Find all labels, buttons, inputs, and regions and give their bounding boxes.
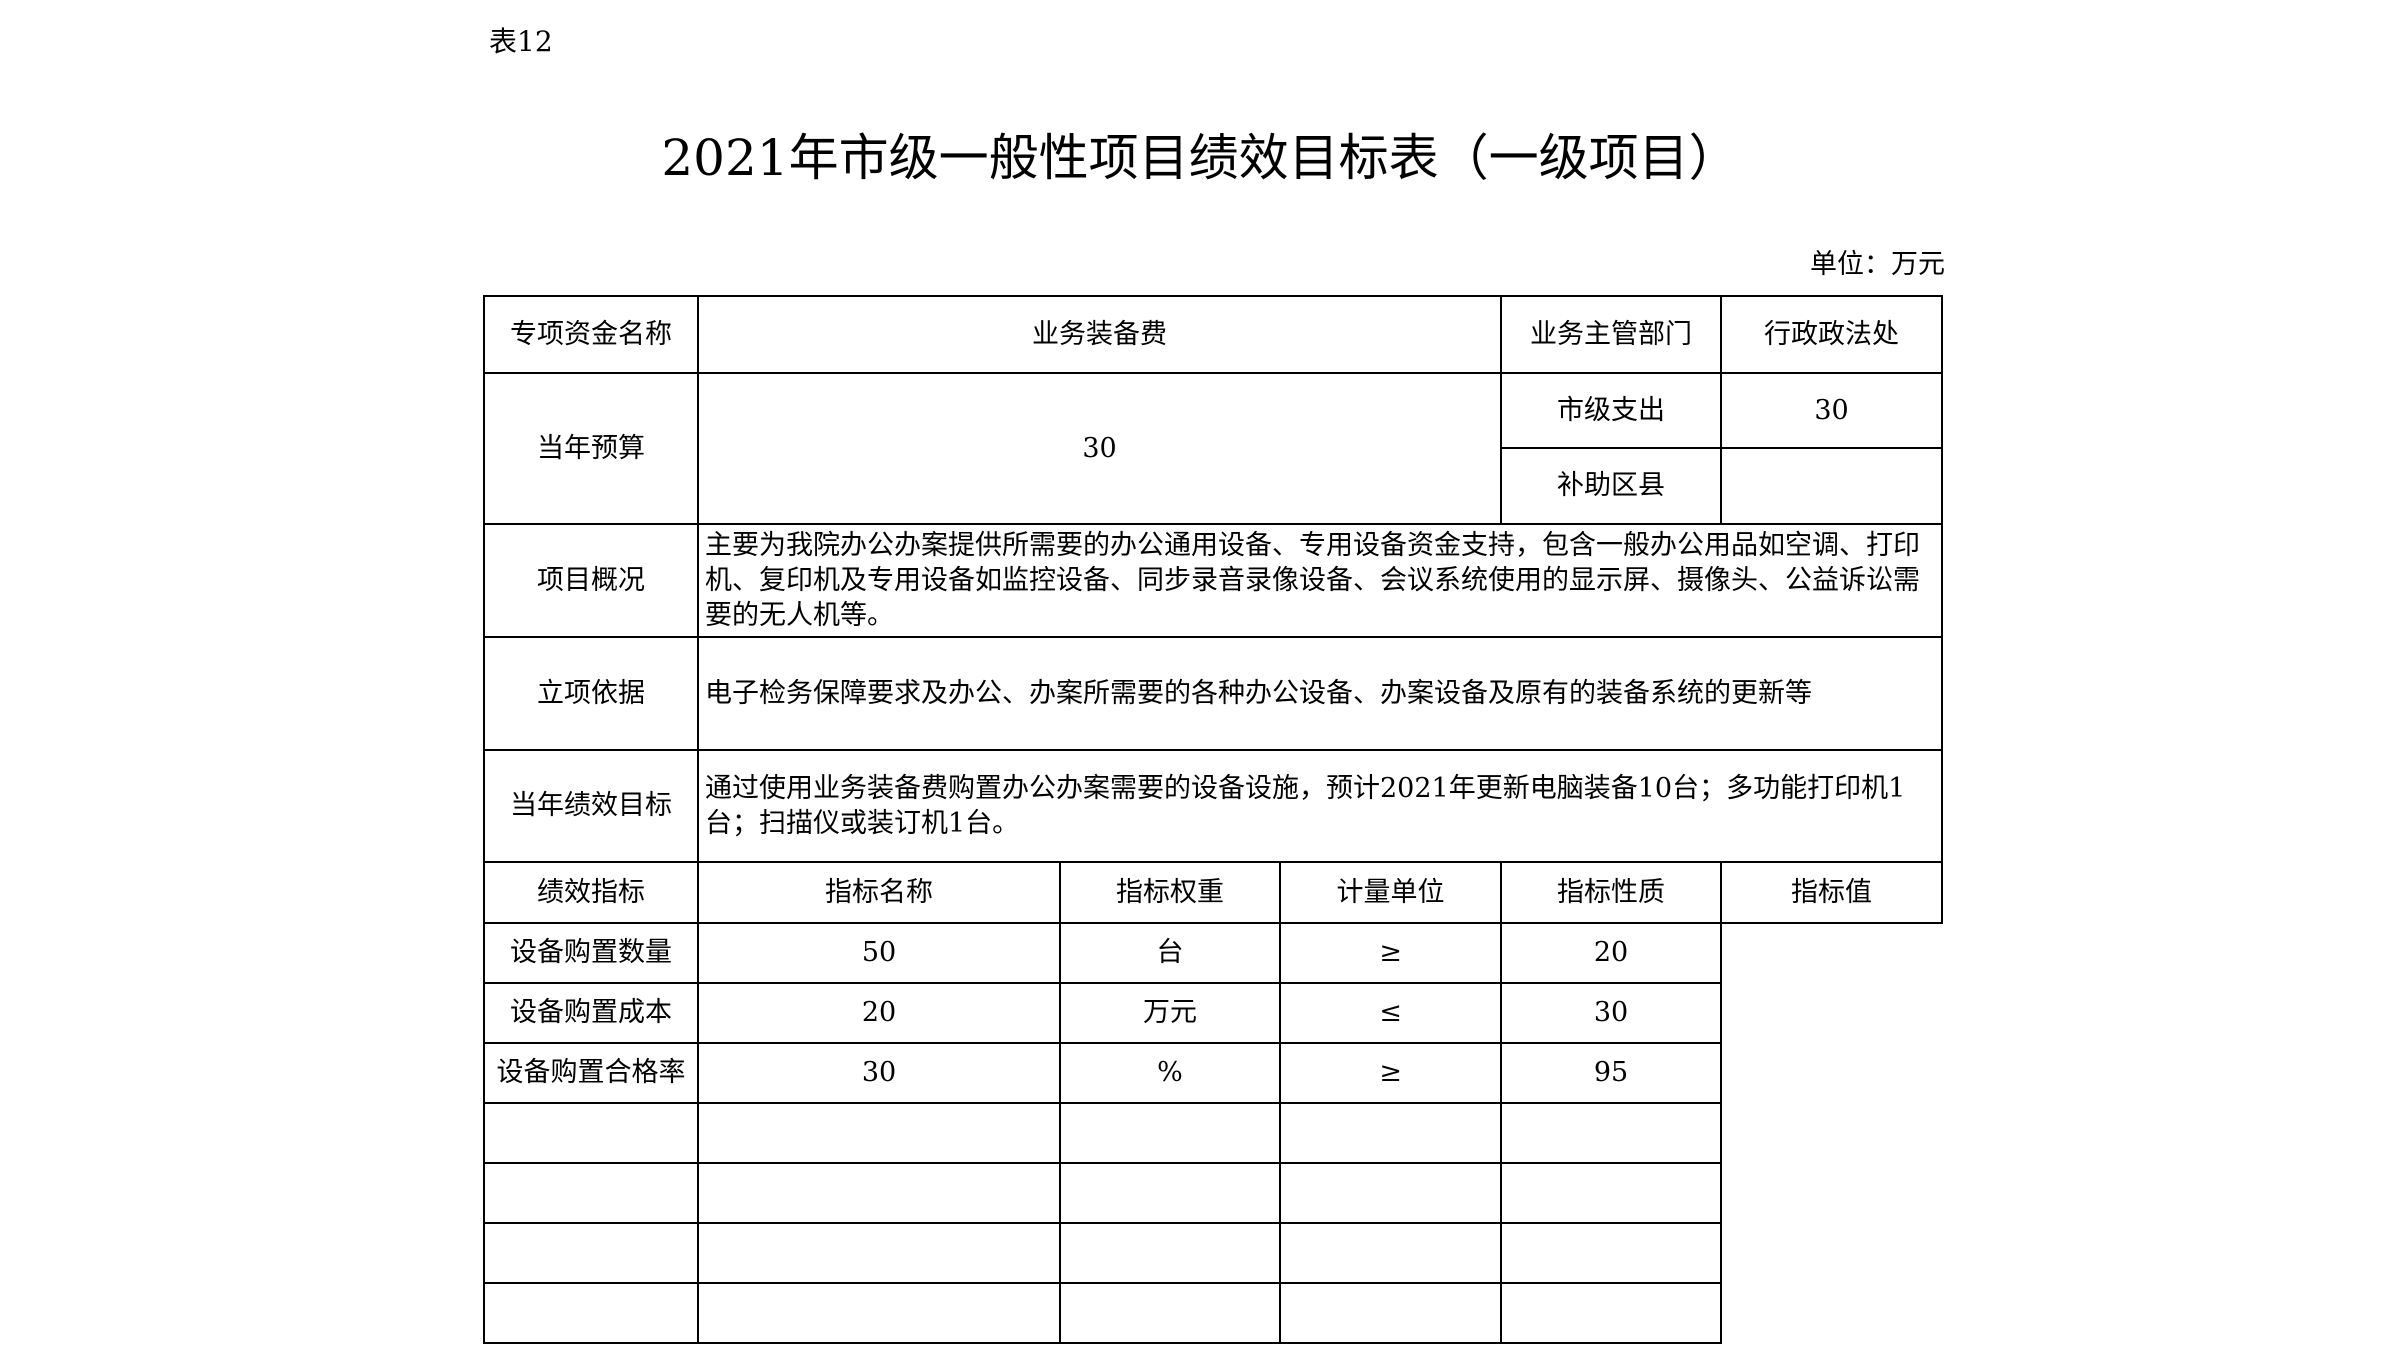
indicator-name (483, 1162, 699, 1224)
indicators-label: 绩效指标 (483, 861, 699, 924)
subsidy-row: 补助区县 (484, 447, 1943, 525)
budget-row: 当年预算 30 市级支出 30 (483, 372, 1943, 525)
district-subsidy (1720, 447, 1943, 525)
unit-label: 单位：万元 (1810, 249, 1945, 280)
header-value: 指标值 (1720, 861, 1943, 924)
indicator-row: 设备购置数量 50 台 ≥20 (483, 922, 1942, 984)
indicator-weight: 30 (697, 1042, 1061, 1104)
budget-value: 30 (697, 372, 1502, 525)
basis-label: 立项依据 (483, 636, 699, 751)
indicator-unit: 万元 (1059, 982, 1281, 1044)
indicator-name (483, 1102, 699, 1164)
indicator-nature: ≤ (1279, 982, 1502, 1044)
indicator-name (483, 1222, 699, 1284)
basis-row: 立项依据 电子检务保障要求及办公、办案所需要的各种办公设备、办案设备及原有的装备… (483, 636, 1943, 751)
fund-name-label: 专项资金名称 (483, 295, 699, 374)
indicator-weight: 20 (697, 982, 1061, 1044)
indicator-nature: ≥ (1279, 922, 1502, 984)
header-unit: 计量单位 (1279, 861, 1502, 924)
indicator-name: 设备购置数量 (483, 922, 699, 984)
basis-text: 电子检务保障要求及办公、办案所需要的各种办公设备、办案设备及原有的装备系统的更新… (697, 636, 1943, 751)
indicator-unit (1059, 1222, 1281, 1284)
indicator-name: 设备购置合格率 (483, 1042, 699, 1104)
budget-label: 当年预算 (483, 372, 699, 525)
indicator-row (483, 1102, 1942, 1164)
dept-label: 业务主管部门 (1500, 295, 1722, 374)
indicator-unit: % (1059, 1042, 1281, 1104)
indicator-weight (697, 1102, 1061, 1164)
indicator-nature (1279, 1162, 1502, 1224)
goal-row: 当年绩效目标 通过使用业务装备费购置办公办案需要的设备设施，预计2021年更新电… (483, 749, 1943, 863)
indicator-value (1500, 1282, 1722, 1344)
indicator-value (1500, 1162, 1722, 1224)
indicator-unit (1059, 1102, 1281, 1164)
indicator-name (483, 1282, 699, 1344)
indicator-unit: 台 (1059, 922, 1281, 984)
overview-text: 主要为我院办公办案提供所需要的办公通用设备、专用设备资金支持，包含一般办公用品如… (697, 523, 1943, 638)
indicator-weight (697, 1222, 1061, 1284)
indicator-value (1500, 1222, 1722, 1284)
performance-table: 专项资金名称 业务装备费 业务主管部门 行政政法处 当年预算 30 市级支出 3… (483, 295, 1943, 1344)
header-weight: 指标权重 (1059, 861, 1281, 924)
dept: 行政政法处 (1720, 295, 1943, 374)
indicator-row (483, 1222, 1942, 1284)
indicator-weight: 50 (697, 922, 1061, 984)
header-indicator-name: 指标名称 (697, 861, 1061, 924)
city-expense: 30 (1720, 372, 1943, 449)
indicator-row (483, 1162, 1942, 1224)
indicator-nature (1279, 1222, 1502, 1284)
indicator-weight (697, 1282, 1061, 1344)
header-nature: 指标性质 (1500, 861, 1722, 924)
indicator-row: 设备购置成本 20 万元 ≤30 (483, 982, 1942, 1044)
indicator-weight (697, 1162, 1061, 1224)
page-title: 2021年市级一般性项目绩效目标表（一级项目） (661, 129, 1739, 187)
indicator-name: 设备购置成本 (483, 982, 699, 1044)
fund-row: 专项资金名称 业务装备费 业务主管部门 行政政法处 (483, 295, 1943, 374)
city-expense-label: 市级支出 (1500, 372, 1722, 449)
indicator-nature (1279, 1102, 1502, 1164)
district-subsidy-label: 补助区县 (1500, 447, 1722, 525)
indicator-value: 95 (1500, 1042, 1722, 1104)
overview-row: 项目概况 主要为我院办公办案提供所需要的办公通用设备、专用设备资金支持，包含一般… (483, 523, 1943, 638)
indicator-value (1500, 1102, 1722, 1164)
indicator-row (483, 1282, 1942, 1344)
table-number: 表12 (489, 25, 553, 58)
indicator-value: 20 (1500, 922, 1722, 984)
indicator-nature: ≥ (1279, 1042, 1502, 1104)
indicator-nature (1279, 1282, 1502, 1344)
goal-text: 通过使用业务装备费购置办公办案需要的设备设施，预计2021年更新电脑装备10台；… (697, 749, 1943, 863)
overview-label: 项目概况 (483, 523, 699, 638)
indicator-value: 30 (1500, 982, 1722, 1044)
indicator-row: 设备购置合格率 30% ≥95 (483, 1042, 1942, 1104)
fund-name: 业务装备费 (697, 295, 1502, 374)
indicator-unit (1059, 1282, 1281, 1344)
goal-label: 当年绩效目标 (483, 749, 699, 863)
indicator-header-row: 绩效指标 指标名称 指标权重 计量单位 指标性质 指标值 (483, 861, 1943, 924)
indicator-unit (1059, 1162, 1281, 1224)
